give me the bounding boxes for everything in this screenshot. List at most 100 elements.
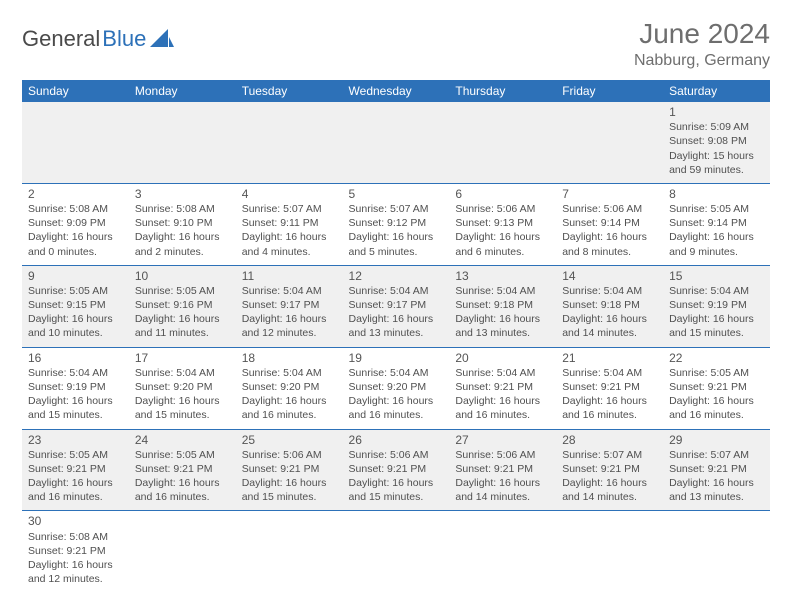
sunset-text: Sunset: 9:21 PM [455, 462, 550, 476]
sunset-text: Sunset: 9:21 PM [455, 380, 550, 394]
daylight-text: and 13 minutes. [349, 326, 444, 340]
sunset-text: Sunset: 9:10 PM [135, 216, 230, 230]
calendar-cell: 26Sunrise: 5:06 AMSunset: 9:21 PMDayligh… [343, 429, 450, 511]
day-number: 5 [349, 186, 444, 202]
daylight-text: Daylight: 16 hours [28, 476, 123, 490]
sunset-text: Sunset: 9:12 PM [349, 216, 444, 230]
sunrise-text: Sunrise: 5:08 AM [135, 202, 230, 216]
sunset-text: Sunset: 9:13 PM [455, 216, 550, 230]
daylight-text: and 16 minutes. [135, 490, 230, 504]
daylight-text: Daylight: 16 hours [242, 476, 337, 490]
calendar-cell: 2Sunrise: 5:08 AMSunset: 9:09 PMDaylight… [22, 183, 129, 265]
calendar-table: Sunday Monday Tuesday Wednesday Thursday… [22, 80, 770, 592]
daylight-text: and 16 minutes. [562, 408, 657, 422]
weekday-header: Tuesday [236, 80, 343, 102]
day-number: 21 [562, 350, 657, 366]
daylight-text: and 16 minutes. [669, 408, 764, 422]
sunrise-text: Sunrise: 5:06 AM [455, 202, 550, 216]
sunrise-text: Sunrise: 5:06 AM [242, 448, 337, 462]
sunset-text: Sunset: 9:08 PM [669, 134, 764, 148]
sunset-text: Sunset: 9:15 PM [28, 298, 123, 312]
daylight-text: and 0 minutes. [28, 245, 123, 259]
daylight-text: Daylight: 16 hours [135, 394, 230, 408]
sunset-text: Sunset: 9:21 PM [135, 462, 230, 476]
sunrise-text: Sunrise: 5:04 AM [349, 366, 444, 380]
sunset-text: Sunset: 9:09 PM [28, 216, 123, 230]
sunset-text: Sunset: 9:14 PM [562, 216, 657, 230]
weekday-header: Thursday [449, 80, 556, 102]
sunrise-text: Sunrise: 5:05 AM [669, 366, 764, 380]
day-number: 18 [242, 350, 337, 366]
sunrise-text: Sunrise: 5:05 AM [28, 284, 123, 298]
daylight-text: and 14 minutes. [562, 326, 657, 340]
sunset-text: Sunset: 9:17 PM [242, 298, 337, 312]
sunrise-text: Sunrise: 5:05 AM [28, 448, 123, 462]
sunset-text: Sunset: 9:18 PM [455, 298, 550, 312]
sunrise-text: Sunrise: 5:04 AM [28, 366, 123, 380]
day-number: 4 [242, 186, 337, 202]
calendar-cell: 27Sunrise: 5:06 AMSunset: 9:21 PMDayligh… [449, 429, 556, 511]
calendar-cell: 23Sunrise: 5:05 AMSunset: 9:21 PMDayligh… [22, 429, 129, 511]
calendar-cell [449, 511, 556, 592]
day-number: 19 [349, 350, 444, 366]
daylight-text: and 15 minutes. [349, 490, 444, 504]
sunrise-text: Sunrise: 5:08 AM [28, 530, 123, 544]
daylight-text: and 10 minutes. [28, 326, 123, 340]
sunset-text: Sunset: 9:14 PM [669, 216, 764, 230]
calendar-cell [663, 511, 770, 592]
day-number: 24 [135, 432, 230, 448]
calendar-cell: 5Sunrise: 5:07 AMSunset: 9:12 PMDaylight… [343, 183, 450, 265]
calendar-cell [449, 102, 556, 183]
sunset-text: Sunset: 9:21 PM [562, 380, 657, 394]
calendar-week-row: 2Sunrise: 5:08 AMSunset: 9:09 PMDaylight… [22, 183, 770, 265]
calendar-cell: 14Sunrise: 5:04 AMSunset: 9:18 PMDayligh… [556, 265, 663, 347]
logo: GeneralBlue [22, 18, 174, 52]
calendar-week-row: 23Sunrise: 5:05 AMSunset: 9:21 PMDayligh… [22, 429, 770, 511]
sunrise-text: Sunrise: 5:08 AM [28, 202, 123, 216]
daylight-text: Daylight: 16 hours [242, 230, 337, 244]
daylight-text: and 12 minutes. [28, 572, 123, 586]
day-number: 25 [242, 432, 337, 448]
day-number: 9 [28, 268, 123, 284]
daylight-text: and 15 minutes. [135, 408, 230, 422]
daylight-text: Daylight: 16 hours [28, 230, 123, 244]
month-title: June 2024 [634, 18, 770, 50]
sunset-text: Sunset: 9:21 PM [349, 462, 444, 476]
daylight-text: and 2 minutes. [135, 245, 230, 259]
calendar-cell: 30Sunrise: 5:08 AMSunset: 9:21 PMDayligh… [22, 511, 129, 592]
calendar-cell: 21Sunrise: 5:04 AMSunset: 9:21 PMDayligh… [556, 347, 663, 429]
day-number: 30 [28, 513, 123, 529]
day-number: 7 [562, 186, 657, 202]
sunrise-text: Sunrise: 5:07 AM [349, 202, 444, 216]
daylight-text: Daylight: 16 hours [242, 394, 337, 408]
daylight-text: Daylight: 16 hours [455, 230, 550, 244]
daylight-text: and 11 minutes. [135, 326, 230, 340]
daylight-text: and 15 minutes. [242, 490, 337, 504]
daylight-text: and 14 minutes. [455, 490, 550, 504]
daylight-text: and 9 minutes. [669, 245, 764, 259]
day-number: 2 [28, 186, 123, 202]
daylight-text: and 16 minutes. [242, 408, 337, 422]
daylight-text: and 15 minutes. [669, 326, 764, 340]
calendar-week-row: 1Sunrise: 5:09 AMSunset: 9:08 PMDaylight… [22, 102, 770, 183]
daylight-text: and 16 minutes. [349, 408, 444, 422]
calendar-cell: 6Sunrise: 5:06 AMSunset: 9:13 PMDaylight… [449, 183, 556, 265]
sunrise-text: Sunrise: 5:05 AM [669, 202, 764, 216]
calendar-cell [556, 511, 663, 592]
sunset-text: Sunset: 9:20 PM [242, 380, 337, 394]
daylight-text: Daylight: 16 hours [669, 394, 764, 408]
calendar-cell: 11Sunrise: 5:04 AMSunset: 9:17 PMDayligh… [236, 265, 343, 347]
daylight-text: Daylight: 16 hours [349, 394, 444, 408]
daylight-text: Daylight: 16 hours [349, 476, 444, 490]
weekday-header: Monday [129, 80, 236, 102]
calendar-cell: 22Sunrise: 5:05 AMSunset: 9:21 PMDayligh… [663, 347, 770, 429]
day-number: 23 [28, 432, 123, 448]
daylight-text: Daylight: 16 hours [562, 394, 657, 408]
daylight-text: and 16 minutes. [455, 408, 550, 422]
daylight-text: and 13 minutes. [455, 326, 550, 340]
daylight-text: and 16 minutes. [28, 490, 123, 504]
daylight-text: Daylight: 16 hours [562, 230, 657, 244]
sunset-text: Sunset: 9:11 PM [242, 216, 337, 230]
sunset-text: Sunset: 9:17 PM [349, 298, 444, 312]
sunset-text: Sunset: 9:19 PM [28, 380, 123, 394]
